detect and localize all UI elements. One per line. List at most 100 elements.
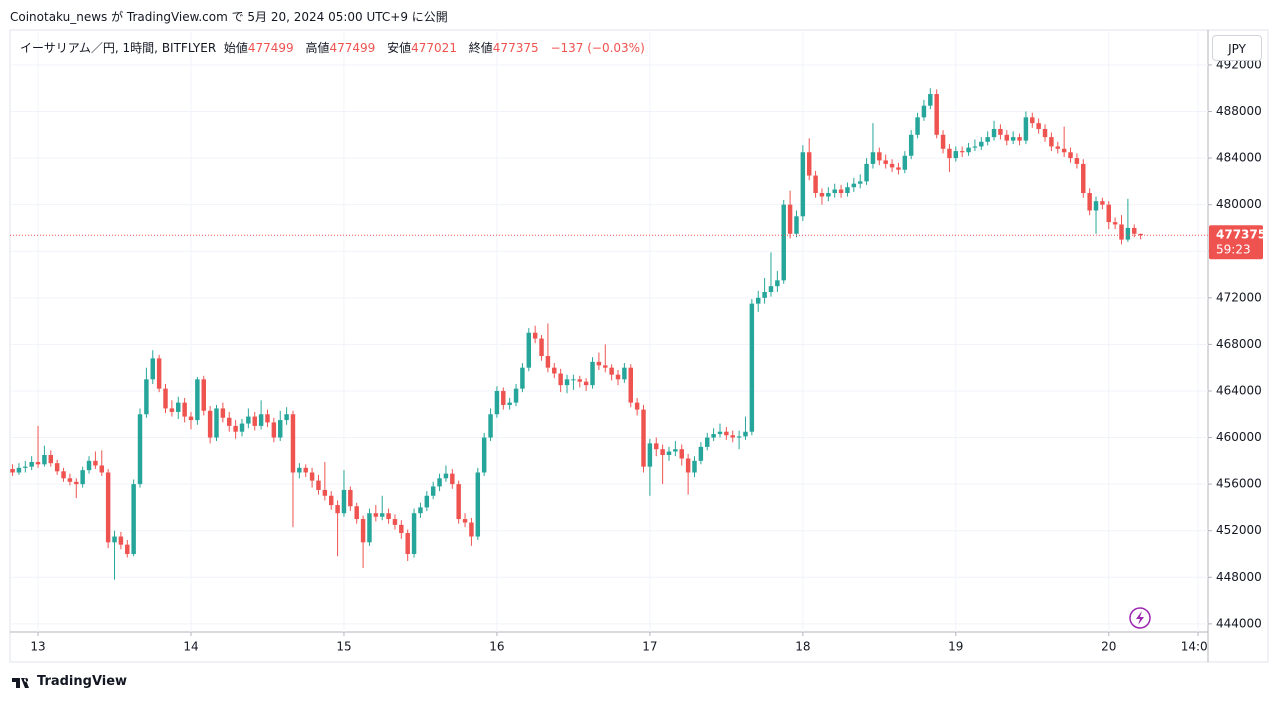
candle-body xyxy=(603,365,608,368)
candle-body xyxy=(1030,117,1035,124)
candle-body xyxy=(959,151,965,153)
candle-body xyxy=(1132,227,1137,234)
candle-body xyxy=(488,414,493,438)
candle-body xyxy=(755,297,761,304)
y-tick-label: 472000 xyxy=(1216,290,1262,304)
candle-body xyxy=(513,388,519,403)
candle-body xyxy=(430,486,436,496)
currency-button[interactable]: JPY xyxy=(1212,35,1262,61)
candle-body xyxy=(1023,117,1029,141)
x-tick-label: 17 xyxy=(642,640,657,654)
candle-body xyxy=(908,134,914,156)
candle-body xyxy=(1100,201,1105,205)
candle-body xyxy=(985,137,990,142)
candle-body xyxy=(940,134,946,149)
candle-body xyxy=(360,519,366,543)
candle-body xyxy=(61,471,66,479)
candle-body xyxy=(271,422,277,438)
candle-body xyxy=(437,478,442,487)
candle-body xyxy=(838,189,844,194)
candle-body xyxy=(1081,163,1086,194)
candle-body xyxy=(507,402,512,405)
candle-body xyxy=(1106,204,1111,223)
x-tick-label: 16 xyxy=(489,640,504,654)
countdown: 59:23 xyxy=(1216,243,1251,257)
candle-body xyxy=(641,409,646,467)
y-tick-label: 488000 xyxy=(1216,104,1262,118)
candle-body xyxy=(539,338,544,357)
candle-body xyxy=(1042,128,1048,138)
candle-body xyxy=(692,460,697,473)
candle-body xyxy=(112,536,117,543)
candle-body xyxy=(277,420,283,438)
candle-body xyxy=(348,489,353,507)
candle-body xyxy=(29,461,34,467)
candle-body xyxy=(864,163,869,182)
candle-body xyxy=(150,358,155,380)
candle-body xyxy=(169,408,175,412)
candle-body xyxy=(48,455,54,464)
candle-body xyxy=(93,460,98,466)
candle-body xyxy=(405,533,410,554)
alert-bolt xyxy=(1136,611,1144,625)
change: −137 (−0.03%) xyxy=(550,41,645,55)
candle-body xyxy=(1055,146,1061,149)
candle-body xyxy=(1010,137,1016,141)
candle-body xyxy=(74,481,79,485)
candle-body xyxy=(137,414,143,485)
candle-body xyxy=(494,390,500,415)
candle-body xyxy=(711,434,716,438)
candle-body xyxy=(239,423,245,432)
candle-body xyxy=(201,379,206,411)
candle-body xyxy=(953,151,959,159)
candle-body xyxy=(991,128,997,138)
candle-body xyxy=(966,147,971,153)
y-tick-label: 468000 xyxy=(1216,337,1262,351)
candle-body xyxy=(258,414,264,426)
candle-body xyxy=(800,152,806,217)
candle-body xyxy=(252,416,257,426)
y-tick-label: 480000 xyxy=(1216,197,1262,211)
candle-body xyxy=(724,431,729,436)
candle-body xyxy=(462,519,468,523)
y-tick-label: 452000 xyxy=(1216,523,1262,537)
candle-body xyxy=(220,408,226,418)
candle-body xyxy=(947,148,952,159)
candle-body xyxy=(335,505,340,514)
candle-body xyxy=(628,367,633,403)
candle-body xyxy=(1074,158,1080,164)
candle-body xyxy=(928,94,933,106)
candle-body xyxy=(469,522,474,537)
candle-body xyxy=(284,414,289,421)
candle-body xyxy=(845,187,850,194)
candle-body xyxy=(679,449,684,459)
footer: TradingView xyxy=(37,674,128,689)
candle-body xyxy=(590,361,595,386)
candle-body xyxy=(309,472,315,481)
low-label: 安値 xyxy=(387,41,412,55)
candle-body xyxy=(851,183,857,188)
candle-body xyxy=(188,416,194,421)
candle-body xyxy=(813,175,818,194)
x-tick-label: 14 xyxy=(183,640,198,654)
candle-body xyxy=(915,117,920,135)
candle-body xyxy=(577,379,583,382)
candle-body xyxy=(883,160,888,164)
candle-body xyxy=(768,286,774,292)
candle-body xyxy=(67,478,73,482)
candle-body xyxy=(1061,148,1067,153)
candle-body xyxy=(564,379,570,386)
candle-body xyxy=(182,402,187,417)
candle-body xyxy=(42,455,47,465)
y-tick-label: 484000 xyxy=(1216,151,1262,165)
candle-body xyxy=(227,417,232,426)
candle-body xyxy=(685,458,691,473)
x-tick-label: 19 xyxy=(948,640,963,654)
candle-body xyxy=(889,163,895,168)
candle-body xyxy=(654,443,659,450)
candle-body xyxy=(1049,137,1054,147)
y-tick-label: 464000 xyxy=(1216,383,1262,397)
candle-body xyxy=(411,513,417,554)
candle-body xyxy=(386,513,391,520)
